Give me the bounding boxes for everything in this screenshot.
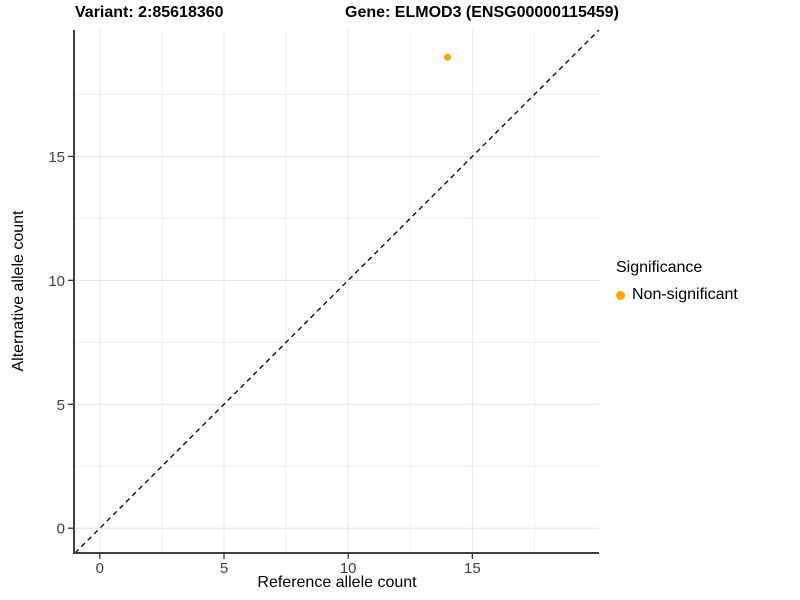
data-point [443,53,452,61]
gene-title: Gene: ELMOD3 (ENSG00000115459) [345,4,619,21]
y-tick-label: 0 [57,521,65,538]
legend: Significance Non-significant [616,259,738,304]
legend-item-non-significant: Non-significant [616,286,738,304]
legend-item-label: Non-significant [632,286,738,303]
y-tick-label: 5 [57,397,65,414]
legend-title: Significance [616,259,703,276]
variant-title: Variant: 2:85618360 [75,4,224,21]
x-axis-label: Reference allele count [257,574,417,591]
y-tick-label: 10 [48,273,65,290]
identity-line [74,29,600,554]
x-tick-label: 0 [96,560,104,577]
x-tick-label: 10 [340,560,357,577]
x-tick-label: 5 [220,560,228,577]
x-tick-label: 15 [464,560,481,577]
y-tick-label: 15 [48,149,65,166]
legend-point-icon [616,290,625,300]
